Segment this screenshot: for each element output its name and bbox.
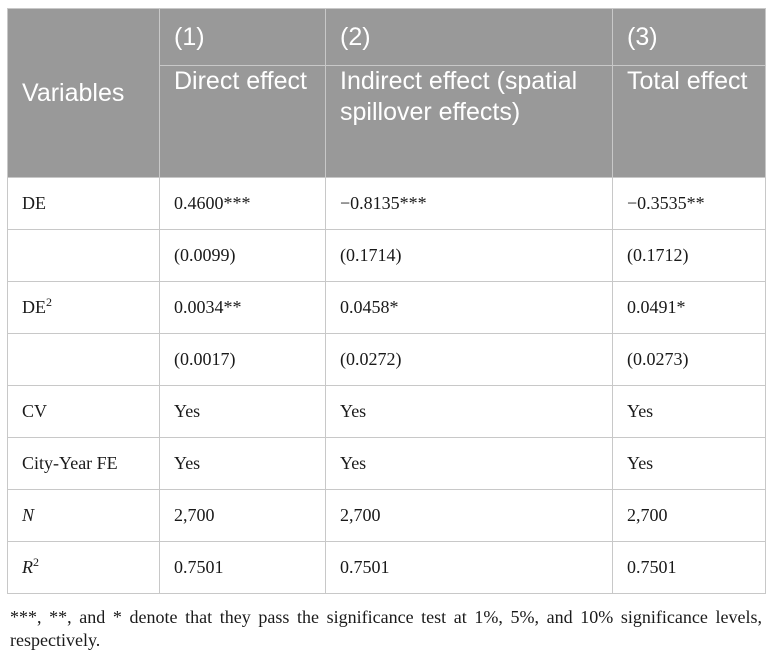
row-cell-total: 0.7501: [612, 541, 766, 594]
row-variable: [7, 229, 160, 282]
row-cell-indirect: 2,700: [325, 489, 613, 542]
table-footnote: ***, **, and * denote that they pass the…: [10, 607, 762, 650]
row-cell-indirect: (0.0272): [325, 333, 613, 386]
header-col1-number: (1): [159, 8, 326, 66]
header-col2-number: (2): [325, 8, 613, 66]
header-variables: Variables: [7, 8, 160, 178]
row-cell-direct: Yes: [159, 385, 326, 438]
row-variable: City-Year FE: [7, 437, 160, 490]
header-col1-label: Direct effect: [159, 65, 326, 178]
row-cell-indirect: −0.8135***: [325, 177, 613, 230]
row-cell-total: 2,700: [612, 489, 766, 542]
table-header: Variables (1) (2) (3) Direct effect Indi…: [7, 8, 766, 178]
table-body: DE 0.4600*** −0.8135*** −0.3535** (0.009…: [7, 177, 766, 594]
table-row: CV Yes Yes Yes: [7, 385, 766, 438]
header-col2-label: Indirect effect (spatial spillover effec…: [325, 65, 613, 178]
row-cell-indirect: 0.0458*: [325, 281, 613, 334]
row-cell-indirect: 0.7501: [325, 541, 613, 594]
table-row: DE2 0.0034** 0.0458* 0.0491*: [7, 281, 766, 334]
table-row: City-Year FE Yes Yes Yes: [7, 437, 766, 490]
table-row: (0.0017) (0.0272) (0.0273): [7, 333, 766, 386]
regression-table-container: Variables (1) (2) (3) Direct effect Indi…: [7, 8, 766, 594]
row-variable: R2: [7, 541, 160, 594]
row-variable: CV: [7, 385, 160, 438]
row-variable: DE2: [7, 281, 160, 334]
row-variable: N: [7, 489, 160, 542]
table-row: DE 0.4600*** −0.8135*** −0.3535**: [7, 177, 766, 230]
row-cell-direct: Yes: [159, 437, 326, 490]
row-cell-direct: 0.4600***: [159, 177, 326, 230]
row-variable: DE: [7, 177, 160, 230]
table-row: R2 0.7501 0.7501 0.7501: [7, 541, 766, 594]
header-col3-number: (3): [612, 8, 766, 66]
row-cell-total: 0.0491*: [612, 281, 766, 334]
row-cell-total: (0.0273): [612, 333, 766, 386]
row-cell-total: Yes: [612, 385, 766, 438]
superscript: 2: [46, 295, 52, 309]
regression-results-table: Variables (1) (2) (3) Direct effect Indi…: [7, 8, 766, 594]
row-cell-indirect: (0.1714): [325, 229, 613, 282]
row-cell-direct: 2,700: [159, 489, 326, 542]
header-col3-label: Total effect: [612, 65, 766, 178]
row-cell-direct: 0.7501: [159, 541, 326, 594]
row-cell-direct: 0.0034**: [159, 281, 326, 334]
row-cell-total: (0.1712): [612, 229, 766, 282]
superscript: 2: [33, 555, 39, 569]
row-cell-indirect: Yes: [325, 437, 613, 490]
row-cell-indirect: Yes: [325, 385, 613, 438]
row-variable: [7, 333, 160, 386]
table-row: (0.0099) (0.1714) (0.1712): [7, 229, 766, 282]
table-row: N 2,700 2,700 2,700: [7, 489, 766, 542]
row-cell-total: Yes: [612, 437, 766, 490]
row-cell-direct: (0.0099): [159, 229, 326, 282]
row-cell-direct: (0.0017): [159, 333, 326, 386]
row-cell-total: −0.3535**: [612, 177, 766, 230]
